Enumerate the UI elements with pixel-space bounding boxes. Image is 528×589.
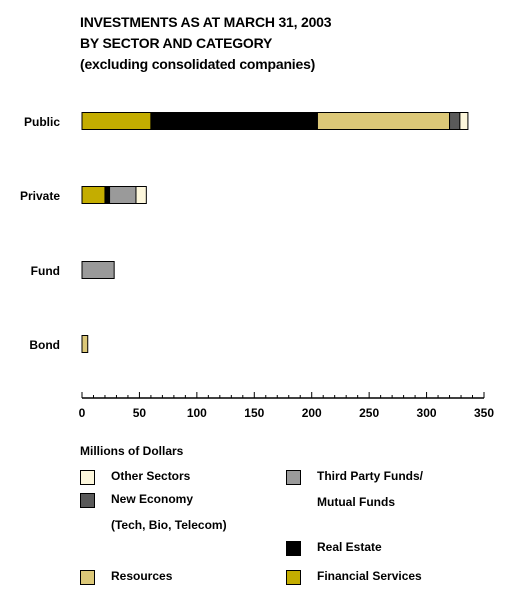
bar-bond-resources [81,335,89,353]
x-tick-label: 350 [474,406,494,420]
x-tick-label: 0 [79,406,86,420]
legend-swatch [286,570,301,585]
category-label-public: Public [24,115,60,129]
bar-public-financial-services [81,112,152,130]
chart-title: INVESTMENTS AS AT MARCH 31, 2003 BY SECT… [80,12,332,75]
category-label-private: Private [20,189,60,203]
bar-public-resources [316,112,451,130]
x-tick-label: 300 [417,406,437,420]
x-tick-label: 150 [244,406,264,420]
category-label-bond: Bond [29,338,60,352]
legend-swatch [286,541,301,556]
x-tick-label: 50 [133,406,147,420]
bar-public-new-economy-tech-bio-telecom [449,112,461,130]
legend-label: Mutual Funds [317,495,395,509]
category-label-fund: Fund [31,264,60,278]
legend-label: Third Party Funds/ [317,469,424,483]
legend-label: Resources [111,569,173,583]
legend-swatch [286,470,301,485]
legend-swatch [80,470,95,485]
legend-swatch [80,493,95,508]
title-line-1: INVESTMENTS AS AT MARCH 31, 2003 [80,14,332,30]
x-tick-label: 250 [359,406,379,420]
legend-label: Real Estate [317,540,382,554]
x-tick-label: 200 [302,406,322,420]
title-line-2: BY SECTOR AND CATEGORY [80,35,273,51]
bar-private-other-sectors [135,186,147,204]
legend-label: Other Sectors [111,469,191,483]
bar-private-financial-services [81,186,106,204]
stacked-bar-chart: Public Private Fund Bond 0 50 100 150 200 250 300… [20,112,494,420]
bar-private-third-party-funds-mutual-funds [109,186,137,204]
legend-label: Financial Services [317,569,422,583]
x-tick-label: 100 [187,406,207,420]
bar-fund-third-party-funds-mutual-funds [81,261,115,279]
title-line-3: (excluding consolidated companies) [80,56,316,72]
bar-private-real-estate [104,186,111,204]
legend-label: (Tech, Bio, Telecom) [111,518,227,532]
bar-public-other-sectors [459,112,469,130]
bar-public-real-estate [150,112,318,130]
x-axis-label: Millions of Dollars [80,444,184,458]
legend-label: New Economy [111,492,194,506]
legend-swatch [80,570,95,585]
